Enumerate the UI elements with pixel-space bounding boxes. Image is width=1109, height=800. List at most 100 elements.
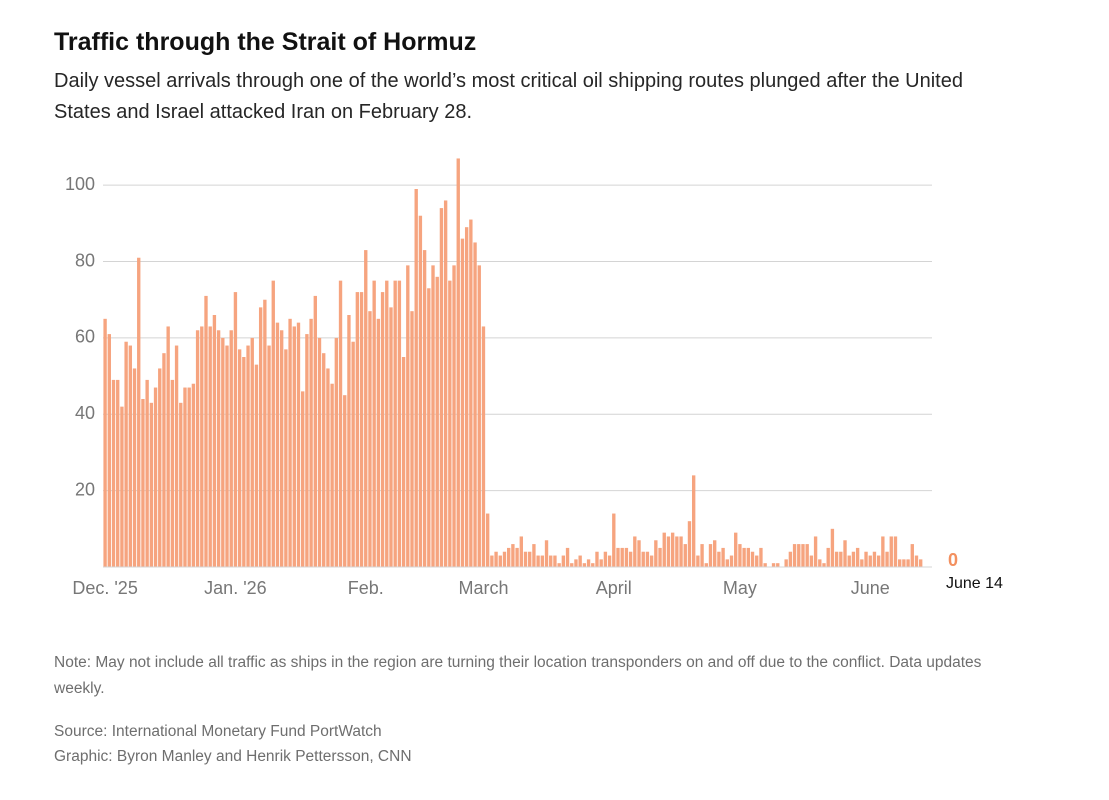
bar xyxy=(460,238,465,568)
bar xyxy=(490,555,494,567)
bar xyxy=(523,551,528,567)
bar xyxy=(700,544,704,567)
bar xyxy=(187,387,191,567)
bar xyxy=(170,379,175,567)
bar xyxy=(258,307,263,567)
bar xyxy=(902,559,906,567)
bar xyxy=(464,227,469,567)
bar xyxy=(738,544,742,567)
bar xyxy=(271,280,275,567)
data-label: 0 xyxy=(948,550,958,570)
bar xyxy=(372,280,376,567)
bar xyxy=(704,563,708,567)
bar xyxy=(889,536,893,567)
bar xyxy=(191,383,196,567)
bar xyxy=(746,547,751,567)
bar xyxy=(906,559,910,567)
bar xyxy=(368,311,372,567)
bar xyxy=(515,547,519,567)
bar xyxy=(860,559,864,567)
bar xyxy=(364,250,368,567)
bar xyxy=(843,540,847,567)
bar xyxy=(347,315,351,567)
y-tick-label: 100 xyxy=(65,174,95,194)
bar xyxy=(275,322,280,567)
bar xyxy=(221,337,225,567)
bar xyxy=(216,330,221,567)
bar xyxy=(914,555,919,567)
bar xyxy=(637,540,641,567)
x-tick-label: May xyxy=(723,578,757,598)
bar xyxy=(805,544,809,567)
bar xyxy=(322,353,326,567)
bar xyxy=(418,215,423,567)
bar xyxy=(919,559,923,567)
bar xyxy=(401,357,406,567)
bar xyxy=(422,250,427,567)
bar xyxy=(456,158,460,568)
bar xyxy=(414,189,418,567)
bar xyxy=(549,555,553,567)
bar xyxy=(885,551,889,567)
bar xyxy=(145,379,149,567)
bar xyxy=(233,292,238,567)
bar xyxy=(687,521,692,567)
bar xyxy=(717,551,721,567)
bar xyxy=(431,265,435,567)
bar xyxy=(494,551,498,567)
y-tick-label: 20 xyxy=(75,479,95,499)
bar xyxy=(279,330,284,567)
bar xyxy=(881,536,885,567)
bar xyxy=(326,368,330,567)
bar xyxy=(162,353,166,567)
bar xyxy=(708,544,713,567)
bar xyxy=(616,547,620,567)
bar xyxy=(313,295,317,567)
bar xyxy=(595,551,599,567)
bar xyxy=(208,326,212,567)
bar xyxy=(532,544,536,567)
bar xyxy=(288,318,292,567)
bar xyxy=(477,265,481,567)
bar xyxy=(755,555,759,567)
bar xyxy=(338,280,343,567)
bar xyxy=(574,559,578,567)
bar xyxy=(591,563,595,567)
bar xyxy=(200,326,204,567)
bar xyxy=(385,280,389,567)
bar xyxy=(553,555,557,567)
bar xyxy=(137,257,141,567)
bar xyxy=(628,551,633,567)
y-tick-label: 60 xyxy=(75,327,95,347)
bar xyxy=(578,555,582,567)
bar xyxy=(132,368,137,567)
bar xyxy=(195,330,200,567)
bar xyxy=(868,555,872,567)
bar xyxy=(691,475,696,567)
bar xyxy=(128,345,133,567)
bar xyxy=(502,551,507,567)
bar xyxy=(124,341,128,567)
bar xyxy=(317,337,322,567)
bar xyxy=(246,345,250,567)
bar xyxy=(544,540,549,567)
chart: 20 40 60 80 100 Dec. '25 Jan. '26 Feb. March Apri… xyxy=(65,158,1003,598)
x-tick-label: June 14 xyxy=(946,575,1003,592)
chart-subtitle: Daily vessel arrivals through one of the… xyxy=(54,70,963,123)
bar xyxy=(254,364,259,567)
x-tick-label: Jan. '26 xyxy=(204,578,266,598)
bar xyxy=(519,536,523,567)
bar xyxy=(443,200,448,568)
credit: Graphic: Byron Manley and Henrik Petters… xyxy=(54,748,412,765)
bar xyxy=(876,555,881,567)
bar xyxy=(174,345,179,567)
bar xyxy=(507,547,511,567)
bar xyxy=(397,280,402,567)
bar xyxy=(897,559,902,567)
bar xyxy=(330,383,334,567)
bar xyxy=(296,322,301,567)
bar xyxy=(435,276,439,567)
x-tick-label: Feb. xyxy=(348,578,384,598)
bar xyxy=(612,513,616,567)
bar xyxy=(158,368,162,567)
